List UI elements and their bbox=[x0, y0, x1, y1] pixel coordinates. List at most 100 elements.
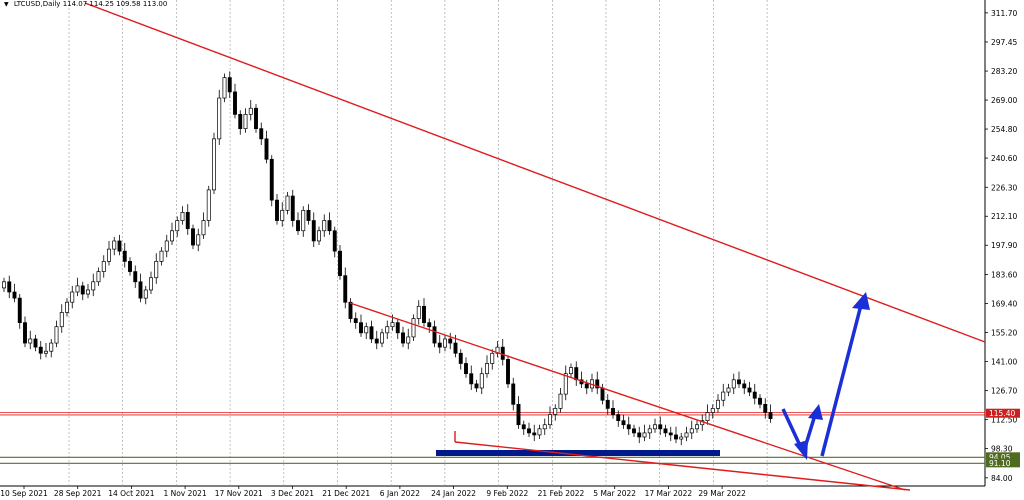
y-tick-label: 254.80 bbox=[991, 125, 1017, 134]
x-tick-label: 24 Jan 2022 bbox=[431, 489, 476, 498]
candle-body bbox=[632, 428, 636, 434]
candle-body bbox=[196, 234, 201, 246]
x-tick-label: 21 Dec 2021 bbox=[322, 489, 370, 498]
candle-body bbox=[369, 326, 374, 340]
candle-body bbox=[380, 332, 384, 344]
candle-body bbox=[537, 428, 542, 436]
candle-body bbox=[401, 332, 405, 344]
price-badge-label: 115.40 bbox=[989, 409, 1015, 418]
candle-body bbox=[385, 326, 390, 334]
candle-body bbox=[185, 212, 190, 230]
candle-body bbox=[159, 250, 164, 262]
candle-body bbox=[96, 271, 101, 283]
y-tick-label: 98.30 bbox=[991, 445, 1013, 454]
candle-body bbox=[343, 275, 348, 303]
candle-body bbox=[553, 408, 558, 415]
candle-body bbox=[348, 301, 353, 319]
candle-body bbox=[506, 359, 510, 385]
candle-body bbox=[154, 261, 159, 279]
candle-body bbox=[752, 391, 757, 399]
candle-body bbox=[626, 424, 631, 430]
y-tick-label: 283.20 bbox=[991, 67, 1017, 76]
candle-body bbox=[49, 342, 54, 352]
candle-body bbox=[485, 363, 489, 375]
candle-body bbox=[737, 379, 741, 385]
price-badge-label: 94.05 bbox=[989, 453, 1011, 462]
y-tick-label: 269.00 bbox=[991, 96, 1017, 105]
candle-body bbox=[432, 326, 437, 344]
candle-body bbox=[479, 373, 484, 389]
projection-arrow bbox=[820, 304, 863, 457]
candle-body bbox=[170, 230, 174, 242]
candle-body bbox=[80, 285, 85, 295]
candles bbox=[2, 71, 773, 446]
candle-body bbox=[212, 138, 216, 191]
x-tick-label: 5 Mar 2022 bbox=[593, 489, 636, 498]
candle-body bbox=[290, 195, 295, 221]
candle-body bbox=[448, 338, 453, 344]
candle-body bbox=[390, 322, 395, 328]
candle-body bbox=[306, 209, 311, 221]
candle-body bbox=[201, 220, 206, 236]
candle-body bbox=[726, 387, 731, 393]
y-tick-label: 297.45 bbox=[991, 38, 1017, 47]
candle-body bbox=[642, 432, 647, 438]
candle-body bbox=[254, 107, 258, 129]
trendline bbox=[349, 302, 906, 491]
candle-body bbox=[222, 77, 227, 99]
candle-body bbox=[516, 403, 521, 426]
candle-body bbox=[758, 397, 762, 405]
candle-body bbox=[311, 220, 316, 242]
candle-body bbox=[527, 428, 531, 434]
candle-body bbox=[59, 312, 64, 328]
candle-body bbox=[91, 281, 96, 291]
y-tick-label: 197.90 bbox=[991, 241, 1017, 250]
price-badge-label: 91.10 bbox=[989, 459, 1011, 468]
chart-grid bbox=[0, 0, 986, 487]
y-tick-label: 169.40 bbox=[991, 299, 1017, 308]
candle-body bbox=[647, 428, 652, 434]
projection-arrows bbox=[781, 292, 870, 460]
candle-body bbox=[317, 230, 321, 242]
candle-body bbox=[695, 424, 699, 430]
candle-body bbox=[359, 322, 363, 334]
arrow-head-icon bbox=[808, 404, 823, 420]
x-tick-label: 10 Sep 2021 bbox=[0, 489, 48, 498]
candle-body bbox=[422, 305, 426, 323]
candle-body bbox=[474, 383, 479, 389]
candle-body bbox=[133, 271, 138, 283]
candle-body bbox=[658, 424, 663, 430]
projection-arrow bbox=[801, 414, 817, 455]
candle-body bbox=[716, 399, 720, 409]
candle-body bbox=[464, 363, 468, 375]
chart-header: ▼ LTCUSD,Daily 114.07 114.25 109.58 113.… bbox=[4, 0, 167, 8]
y-tick-label: 212.10 bbox=[991, 212, 1017, 221]
y-axis: 311.70 297.45 283.20 269.00 254.80 240.60 226.… bbox=[985, 9, 1017, 483]
price-badge bbox=[986, 458, 1020, 468]
candle-body bbox=[54, 326, 59, 344]
candle-body bbox=[600, 387, 605, 401]
candle-body bbox=[443, 338, 447, 348]
x-tick-label: 21 Feb 2022 bbox=[538, 489, 585, 498]
candle-body bbox=[395, 322, 400, 334]
candle-body bbox=[500, 346, 505, 360]
candle-body bbox=[542, 424, 547, 430]
candle-body bbox=[138, 281, 143, 299]
candle-body bbox=[44, 350, 48, 354]
candle-body bbox=[269, 158, 274, 201]
candle-body bbox=[301, 209, 306, 232]
y-tick-label: 240.60 bbox=[991, 154, 1017, 163]
candle-body bbox=[338, 250, 342, 277]
demand-zone bbox=[436, 450, 720, 456]
candle-body bbox=[353, 318, 358, 323]
candle-body bbox=[296, 220, 300, 232]
y-tick-label: 112.50 bbox=[991, 416, 1017, 425]
menu-triangle-icon[interactable]: ▼ bbox=[4, 1, 9, 8]
x-tick-label: 17 Nov 2021 bbox=[215, 489, 263, 498]
candle-body bbox=[233, 91, 237, 115]
candle-body bbox=[322, 220, 327, 232]
candle-body bbox=[674, 434, 678, 440]
candle-body bbox=[122, 250, 127, 262]
